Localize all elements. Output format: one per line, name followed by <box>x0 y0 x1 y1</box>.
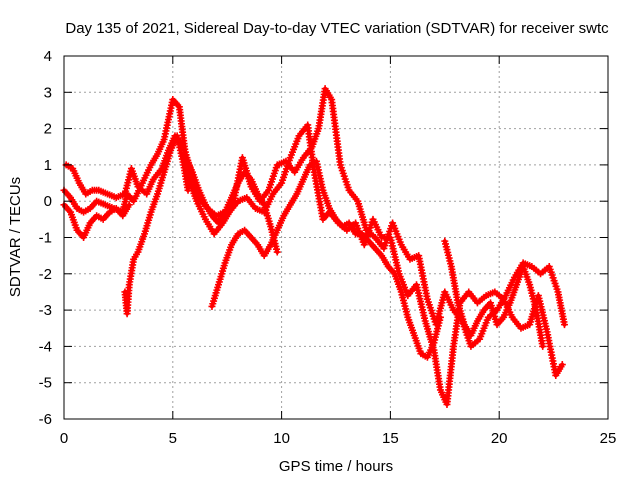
y-tick-label: 0 <box>44 193 52 210</box>
y-tick-label: -5 <box>39 375 52 392</box>
plus-marker <box>273 248 281 256</box>
x-tick-label: 15 <box>382 430 399 447</box>
x-axis: 0 5 10 15 20 25 <box>60 56 617 447</box>
series-track-g <box>182 154 281 256</box>
series-track-f <box>441 237 547 350</box>
y-tick-label: -6 <box>39 411 52 428</box>
x-axis-label: GPS time / hours <box>279 458 393 475</box>
series-track-d <box>208 157 444 361</box>
x-tick-label: 0 <box>60 430 68 447</box>
plus-marker <box>184 186 192 194</box>
grid-lines <box>64 56 608 419</box>
x-tick-label: 25 <box>600 430 617 447</box>
y-tick-label: 4 <box>44 48 52 65</box>
y-tick-label: 2 <box>44 121 52 138</box>
plus-marker <box>558 361 566 369</box>
y-tick-label: 3 <box>44 84 52 101</box>
plus-marker <box>125 201 133 209</box>
chart-title: Day 135 of 2021, Sidereal Day-to-day VTE… <box>65 20 609 37</box>
x-tick-label: 5 <box>169 430 177 447</box>
series-track-c <box>121 132 192 318</box>
y-axis: -6 -5 -4 -3 -2 -1 0 1 2 3 4 <box>39 48 608 428</box>
y-tick-label: -2 <box>39 266 52 283</box>
y-tick-label: 1 <box>44 157 52 174</box>
data-markers <box>60 85 568 408</box>
plus-marker <box>560 321 568 329</box>
x-tick-label: 10 <box>273 430 290 447</box>
series-track-e <box>60 201 133 241</box>
y-tick-label: -1 <box>39 230 52 247</box>
x-tick-label: 20 <box>491 430 508 447</box>
y-tick-label: -4 <box>39 338 52 355</box>
y-axis-label: SDTVAR / TECUs <box>7 177 24 297</box>
y-tick-label: -3 <box>39 302 52 319</box>
plus-marker <box>539 342 547 350</box>
plus-marker <box>436 313 444 321</box>
series-line <box>122 133 191 316</box>
